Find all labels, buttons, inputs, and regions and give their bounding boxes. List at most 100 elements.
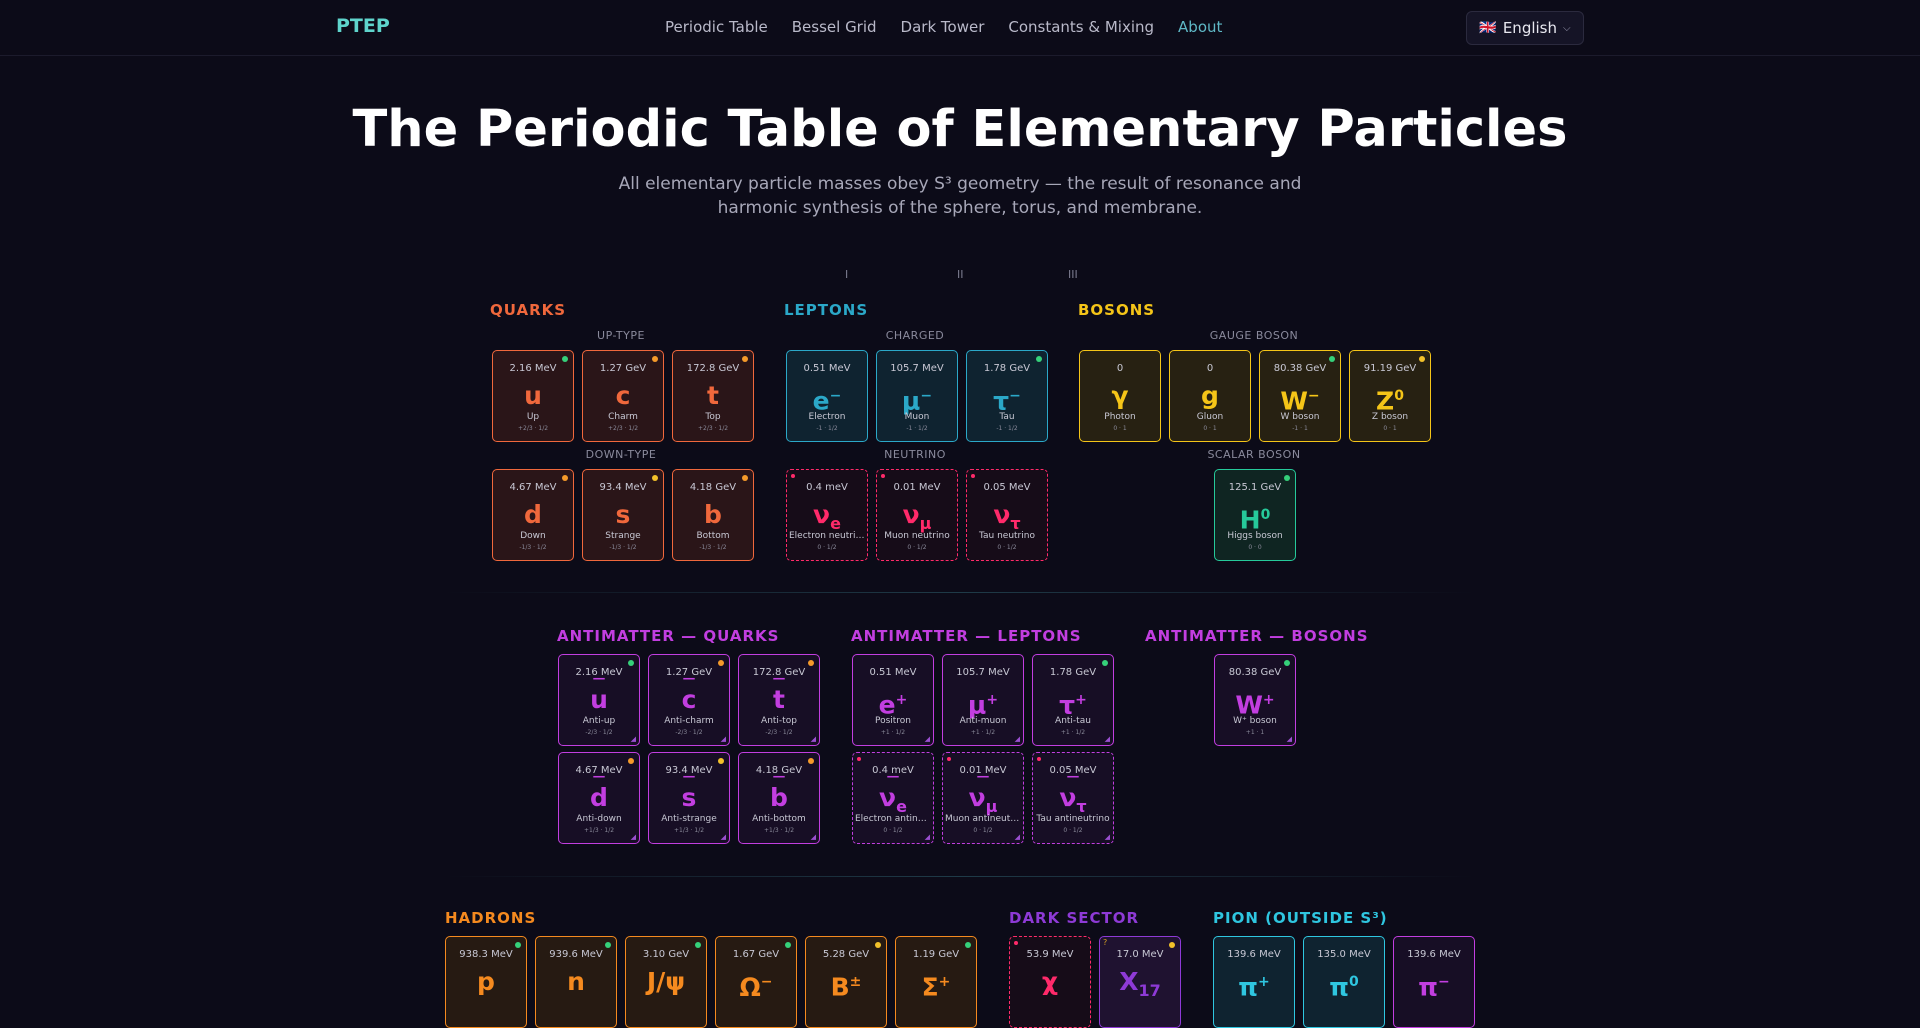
particle-card-g[interactable]: 0 g Gluon 0 · 1: [1169, 350, 1251, 442]
particle-card-x17[interactable]: 17.0 MeV X17?: [1099, 936, 1181, 1028]
particle-card-tau[interactable]: 1.78 GeV τ− Tau -1 · 1/2: [966, 350, 1048, 442]
particle-name: Anti-up: [582, 716, 616, 726]
particle-card-nutau[interactable]: 0.05 MeV ντ Tau neutrino 0 · 1/2: [966, 469, 1048, 561]
particle-card-c[interactable]: 1.27 GeV c Charm +2/3 · 1/2: [582, 350, 664, 442]
section-title-hadrons: HADRONS: [445, 909, 537, 927]
particle-card-p[interactable]: 938.3 MeV p: [445, 936, 527, 1028]
particle-card-anutau[interactable]: 0.05 MeV ‾ ντ Tau antineutrino 0 · 1/2 ◢: [1032, 752, 1114, 844]
marker-dot-icon: [1014, 941, 1018, 945]
particle-symbol-subscript: τ: [1010, 514, 1021, 533]
antiparticle-bar: ‾: [683, 774, 695, 799]
antimatter-corner-icon: ◢: [924, 833, 930, 841]
particle-mass: 1.67 GeV: [732, 949, 780, 960]
status-dot-icon: [785, 942, 791, 948]
particle-symbol-base: b: [704, 500, 722, 529]
particle-card-gamma[interactable]: 0 γ Photon 0 · 1: [1079, 350, 1161, 442]
particle-card-pim[interactable]: 139.6 MeV π−: [1393, 936, 1475, 1028]
particle-card-n[interactable]: 939.6 MeV n: [535, 936, 617, 1028]
particle-symbol-base: B: [830, 972, 850, 1002]
particle-card-numu[interactable]: 0.01 MeV νμ Muon neutrino 0 · 1/2: [876, 469, 958, 561]
particle-mass: 4.67 MeV: [509, 482, 557, 493]
particle-symbol-base: Z: [1376, 386, 1395, 416]
particle-symbol: t: [673, 381, 753, 411]
particle-symbol: p: [446, 967, 526, 997]
nav-periodic-table[interactable]: Periodic Table: [665, 18, 768, 36]
particle-card-sigma[interactable]: 1.19 GeV Σ+: [895, 936, 977, 1028]
particle-card-amu[interactable]: 105.7 MeV μ+ Anti-muon +1 · 1/2 ◢: [942, 654, 1024, 746]
antimatter-corner-icon: ◢: [1014, 833, 1020, 841]
particle-card-atau[interactable]: 1.78 GeV τ+ Anti-tau +1 · 1/2 ◢: [1032, 654, 1114, 746]
particle-card-ab[interactable]: 4.18 GeV ‾ b Anti-bottom +1/3 · 1/2 ◢: [738, 752, 820, 844]
particle-symbol: χ: [1010, 967, 1090, 997]
particle-card-s[interactable]: 93.4 MeV s Strange -1/3 · 1/2: [582, 469, 664, 561]
particle-mass: 105.7 MeV: [890, 363, 944, 374]
marker-dot-icon: [947, 757, 951, 761]
status-dot-icon: [875, 942, 881, 948]
particle-card-ac[interactable]: 1.27 GeV ‾ c Anti-charm -2/3 · 1/2 ◢: [648, 654, 730, 746]
generation-label-1: I: [845, 268, 849, 281]
particle-symbol-base: p: [477, 967, 495, 996]
particle-card-t[interactable]: 172.8 GeV t Top +2/3 · 1/2: [672, 350, 754, 442]
particle-mass: 125.1 GeV: [1228, 482, 1282, 493]
particle-symbol: π−: [1394, 967, 1474, 1002]
section-title-quarks: QUARKS: [490, 301, 567, 319]
particle-card-chi[interactable]: 53.9 MeV χ: [1009, 936, 1091, 1028]
particle-name: Tau: [999, 412, 1015, 422]
particle-name: Bottom: [696, 531, 730, 541]
particle-card-z[interactable]: 91.19 GeV Z0 Z boson 0 · 1: [1349, 350, 1431, 442]
particle-symbol: νe: [853, 783, 933, 822]
particle-card-anue[interactable]: 0.4 meV ‾ νe Electron antine... 0 · 1/2 ◢: [852, 752, 934, 844]
particle-card-e[interactable]: 0.51 MeV e− Electron -1 · 1/2: [786, 350, 868, 442]
particle-card-anumu[interactable]: 0.01 MeV ‾ νμ Muon antineutri... 0 · 1/2 ◢: [942, 752, 1024, 844]
section-title-leptons: LEPTONS: [784, 301, 869, 319]
language-selector[interactable]: 🇬🇧 English ⌵: [1466, 11, 1584, 45]
particle-card-u[interactable]: 2.16 MeV u Up +2/3 · 1/2: [492, 350, 574, 442]
particle-card-jpsi[interactable]: 3.10 GeV J/ψ: [625, 936, 707, 1028]
particle-card-omega[interactable]: 1.67 GeV Ω−: [715, 936, 797, 1028]
particle-symbol: n: [536, 967, 616, 997]
particle-quantum-numbers: 0 · 1: [1113, 425, 1127, 432]
particle-name: Electron neutrino: [789, 531, 865, 541]
particle-card-ad[interactable]: 4.67 MeV ‾ d Anti-down +1/3 · 1/2 ◢: [558, 752, 640, 844]
site-logo[interactable]: PTEP: [336, 15, 390, 37]
nav-dark-tower[interactable]: Dark Tower: [900, 18, 985, 36]
particle-card-ae[interactable]: 0.51 MeV e+ Positron +1 · 1/2 ◢: [852, 654, 934, 746]
particle-symbol-subscript: μ: [919, 514, 932, 533]
particle-card-b[interactable]: 4.18 GeV b Bottom -1/3 · 1/2: [672, 469, 754, 561]
particle-card-d[interactable]: 4.67 MeV d Down -1/3 · 1/2: [492, 469, 574, 561]
particle-symbol: τ−: [967, 381, 1047, 416]
particle-name: Tau antineutrino: [1036, 814, 1110, 824]
particle-card-w[interactable]: 80.38 GeV W− W boson -1 · 1: [1259, 350, 1341, 442]
nav-about[interactable]: About: [1178, 18, 1223, 36]
particle-quantum-numbers: +1 · 1: [1245, 729, 1265, 736]
particle-mass: 139.6 MeV: [1227, 949, 1281, 960]
particle-name: Higgs boson: [1227, 531, 1283, 541]
divider: [445, 876, 1475, 877]
particle-card-awp[interactable]: 80.38 GeV W+ W⁺ boson +1 · 1 ◢: [1214, 654, 1296, 746]
particle-symbol-subscript: 17: [1138, 981, 1161, 1000]
nav-bessel-grid[interactable]: Bessel Grid: [791, 18, 877, 36]
subtitle-gauge-boson: GAUGE BOSON: [1209, 329, 1299, 342]
particle-name: Muon neutrino: [884, 531, 950, 541]
antimatter-corner-icon: ◢: [1286, 735, 1292, 743]
particle-name: Strange: [605, 531, 641, 541]
particle-card-bpm[interactable]: 5.28 GeV B±: [805, 936, 887, 1028]
particle-symbol-base: W: [1280, 386, 1308, 416]
particle-card-at[interactable]: 172.8 GeV ‾ t Anti-top -2/3 · 1/2 ◢: [738, 654, 820, 746]
particle-symbol: μ−: [877, 381, 957, 416]
particle-card-au[interactable]: 2.16 MeV ‾ u Anti-up -2/3 · 1/2 ◢: [558, 654, 640, 746]
particle-symbol-superscript: −: [1438, 974, 1450, 990]
particle-quantum-numbers: 0 · 1/2: [817, 544, 837, 551]
particle-symbol-base: d: [524, 500, 542, 529]
particle-mass: 80.38 GeV: [1228, 667, 1282, 678]
section-title-dark-sector: DARK SECTOR: [1009, 909, 1140, 927]
particle-mass: 1.19 GeV: [912, 949, 960, 960]
particle-card-pi0[interactable]: 135.0 MeV π0: [1303, 936, 1385, 1028]
particle-card-mu[interactable]: 105.7 MeV μ− Muon -1 · 1/2: [876, 350, 958, 442]
page-title: The Periodic Table of Elementary Particl…: [352, 100, 1568, 159]
particle-card-as[interactable]: 93.4 MeV ‾ s Anti-strange +1/3 · 1/2 ◢: [648, 752, 730, 844]
particle-card-nue[interactable]: 0.4 meV νe Electron neutrino 0 · 1/2: [786, 469, 868, 561]
particle-card-h[interactable]: 125.1 GeV H0 Higgs boson 0 · 0: [1214, 469, 1296, 561]
nav-constants-mixing[interactable]: Constants & Mixing: [1008, 18, 1155, 36]
particle-card-pip[interactable]: 139.6 MeV π+: [1213, 936, 1295, 1028]
